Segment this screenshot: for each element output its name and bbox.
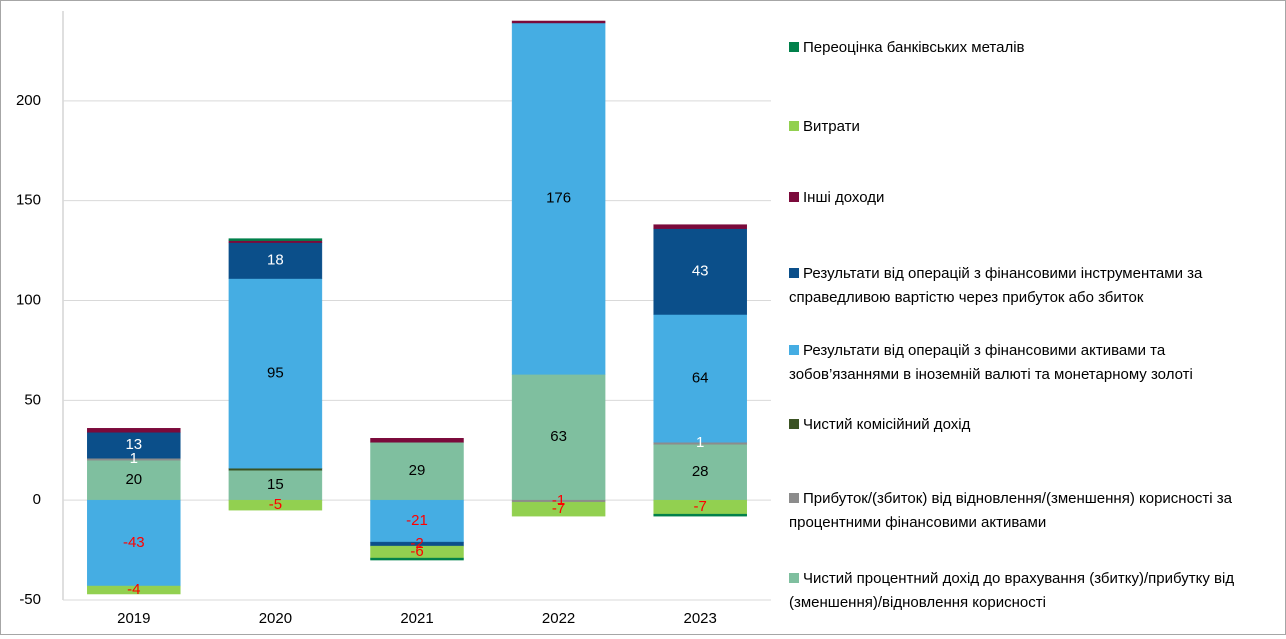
y-tick-label: 100: [16, 291, 41, 308]
data-label: -6: [410, 543, 423, 560]
legend-swatch: [789, 345, 799, 355]
data-label: -7: [552, 500, 565, 517]
legend-label: Інші доходи: [803, 189, 885, 206]
bar-segment: [87, 432, 181, 459]
legend-swatch: [789, 493, 799, 503]
legend-label: Результати від операцій з фінансовими ак…: [789, 342, 1193, 383]
y-tick-label: 150: [16, 192, 41, 209]
legend-label: Чистий процентний дохід до врахування (з…: [789, 570, 1235, 611]
data-label: 15: [267, 476, 284, 493]
bar-segment: [228, 242, 323, 279]
legend-swatch: [789, 121, 799, 131]
y-tick-label: -50: [19, 591, 41, 608]
legend-item: Прибуток/(збиток) від відновлення/(зменш…: [789, 487, 1259, 535]
legend-label: Прибуток/(збиток) від відновлення/(зменш…: [789, 490, 1233, 531]
legend-item: Інші доходи: [789, 186, 1259, 210]
bar-segment: [228, 278, 323, 469]
data-label: -1: [552, 492, 565, 509]
data-label: 13: [125, 436, 142, 453]
data-label: 95: [267, 364, 284, 381]
data-label: 176: [546, 190, 571, 207]
bar-segment: [370, 499, 464, 543]
x-tick-label: 2022: [542, 610, 575, 627]
data-label: 1: [130, 450, 138, 467]
bar-segment: [87, 499, 181, 587]
legend-swatch: [789, 419, 799, 429]
bar-segment: [228, 238, 323, 241]
data-label: 29: [409, 462, 426, 479]
bar-segment: [511, 22, 606, 375]
data-label: -7: [694, 498, 707, 515]
y-tick-label: 50: [24, 391, 41, 408]
data-label: -21: [406, 512, 428, 529]
legend-label: Результати від операцій з фінансовими ін…: [789, 265, 1203, 306]
bar-segment: [87, 428, 181, 433]
bar-segment: [653, 444, 747, 501]
bar-segment: [653, 513, 747, 517]
bar-segment: [370, 438, 464, 443]
x-tick-label: 2021: [400, 610, 433, 627]
legend-label: Переоцінка банківських металів: [803, 39, 1025, 56]
y-tick-label: 200: [16, 92, 41, 109]
data-label: 43: [692, 263, 709, 280]
bar-segment: [228, 469, 323, 501]
legend-item: Чистий комісійний дохід: [789, 413, 1259, 437]
data-label: 28: [692, 463, 709, 480]
legend-item: Результати від операцій з фінансовими ін…: [789, 262, 1259, 310]
bar-segment: [653, 224, 747, 229]
data-label: -5: [269, 496, 282, 513]
legend-item: Результати від операцій з фінансовими ак…: [789, 339, 1259, 387]
data-label: 64: [692, 369, 709, 386]
legend-label: Витрати: [803, 118, 860, 135]
data-label: 1: [696, 434, 704, 451]
x-tick-label: 2020: [259, 610, 292, 627]
data-label: 20: [125, 471, 142, 488]
legend-item: Витрати: [789, 115, 1259, 139]
data-label: -4: [127, 581, 140, 598]
bar-segment: [653, 314, 747, 443]
bar-segment: [370, 442, 464, 501]
data-label: 63: [550, 428, 567, 445]
legend-swatch: [789, 268, 799, 278]
bar-segment: [228, 240, 323, 243]
data-label: 18: [267, 252, 284, 269]
bar-segment: [370, 557, 464, 561]
bar-segment: [653, 228, 747, 315]
data-label: -43: [123, 534, 145, 551]
bar-segment: [87, 585, 181, 595]
bar-segment: [511, 374, 606, 501]
x-tick-label: 2023: [684, 610, 717, 627]
legend-label: Чистий комісійний дохід: [803, 416, 971, 433]
legend-item: Переоцінка банківських металів: [789, 36, 1259, 60]
bar-segment: [228, 499, 323, 511]
x-tick-label: 2019: [117, 610, 150, 627]
legend-item: Чистий процентний дохід до врахування (з…: [789, 567, 1259, 615]
legend-swatch: [789, 42, 799, 52]
bar-segment: [228, 467, 323, 471]
legend-swatch: [789, 573, 799, 583]
bar-segment: [511, 20, 606, 24]
bar-segment: [511, 501, 606, 517]
data-label: -2: [410, 535, 423, 552]
y-tick-label: 0: [33, 491, 41, 508]
legend-swatch: [789, 192, 799, 202]
